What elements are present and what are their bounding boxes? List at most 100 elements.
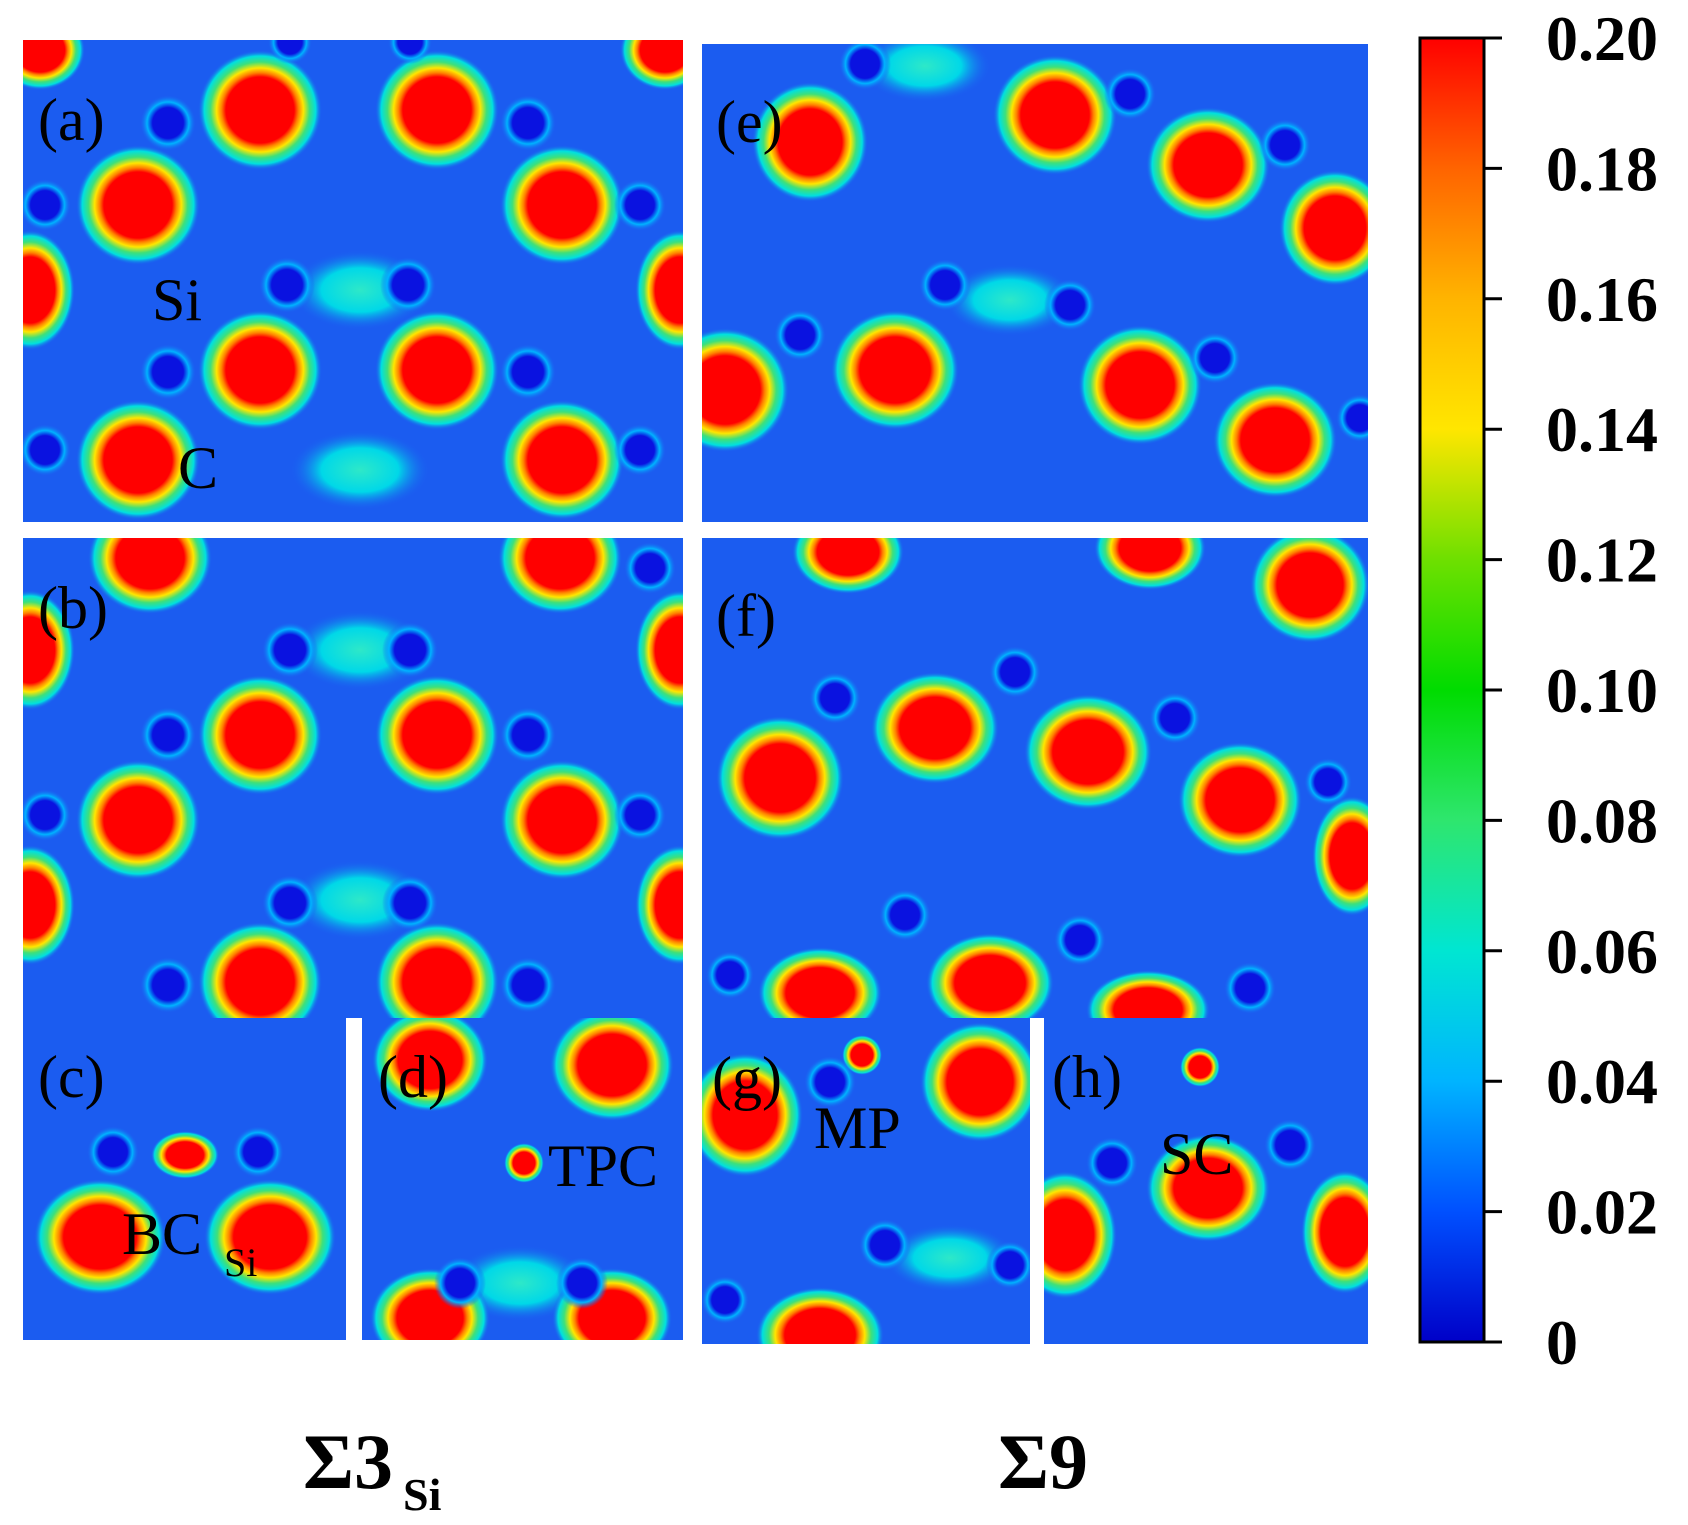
silicon-density-minimum [140, 344, 196, 400]
carbon-density-peak [635, 590, 683, 710]
carbon-density-peak [198, 310, 322, 430]
bond-density-region [859, 44, 991, 102]
carbon-density-peak [1146, 1134, 1270, 1242]
silicon-density-minimum [989, 646, 1041, 698]
group-label-left: Σ3 Si [303, 1418, 442, 1520]
silicon-density-minimum [774, 309, 826, 361]
carbon-density-peak [752, 82, 868, 202]
panel-d [362, 1018, 683, 1340]
colorbar-tick-label: 0.10 [1546, 655, 1658, 726]
carbon-density-peak [842, 1035, 882, 1075]
silicon-density-minimum [23, 789, 71, 841]
carbon-density-peak [871, 672, 999, 784]
silicon-density-minimum [859, 1219, 911, 1271]
annotation-sc: SC [1160, 1121, 1233, 1187]
group-label-sigma9: Σ9 [998, 1418, 1088, 1505]
carbon-density-peak [500, 400, 624, 520]
silicon-density-minimum [706, 951, 754, 999]
silicon-density-minimum [1224, 962, 1276, 1014]
carbon-density-peak [550, 1018, 674, 1121]
silicon-density-minimum [1086, 1137, 1138, 1189]
silicon-density-minimum [1336, 394, 1368, 442]
silicon-density-minimum [382, 622, 438, 678]
silicon-density-minimum [262, 622, 318, 678]
silicon-density-minimum [614, 789, 666, 841]
carbon-density-peak [1178, 742, 1302, 858]
silicon-density-minimum [1264, 1119, 1316, 1171]
colorbar-gradient [1418, 36, 1486, 1344]
colorbar-tick-label: 0.16 [1546, 264, 1658, 335]
colorbar-tick-label: 0.08 [1546, 785, 1658, 856]
silicon-density-minimum [1149, 692, 1201, 744]
annotation-mp: MP [814, 1095, 901, 1161]
silicon-density-minimum [87, 1126, 139, 1178]
carbon-density-peak [23, 590, 75, 710]
carbon-density-peak [702, 1053, 803, 1177]
carbon-density-peak [1301, 1170, 1368, 1294]
silicon-density-minimum [232, 1126, 284, 1178]
panel-b [23, 538, 683, 1018]
carbon-density-peak [635, 845, 683, 965]
carbon-density-peak [1213, 382, 1337, 498]
silicon-density-minimum [839, 44, 891, 90]
annotation-bc: BC [122, 1201, 202, 1267]
annotation-bc-subscript: Si [224, 1240, 257, 1285]
carbon-density-peak [23, 230, 75, 350]
bond-density-region [290, 430, 430, 510]
carbon-density-peak [76, 400, 200, 520]
silicon-density-minimum [382, 875, 438, 931]
carbon-density-peak [375, 675, 499, 795]
silicon-density-minimum [140, 957, 196, 1013]
carbon-density-peak [1024, 694, 1152, 810]
panel-f-label: (f) [716, 583, 776, 649]
panel-a-label: (a) [38, 87, 105, 153]
carbon-density-peak [198, 675, 322, 795]
group-label-sigma3-subscript: Si [403, 1469, 442, 1520]
annotation-tpc: TPC [548, 1133, 658, 1199]
silicon-density-minimum [1054, 914, 1106, 966]
carbon-density-peak [1312, 796, 1368, 916]
panel-h [1044, 1018, 1368, 1344]
silicon-density-minimum [1189, 332, 1241, 384]
carbon-density-peak [1044, 1171, 1117, 1299]
panel-d-label: (d) [378, 1044, 448, 1110]
carbon-density-peak [88, 538, 212, 614]
silicon-density-minimum [434, 1257, 486, 1309]
annotation-si: Si [152, 267, 202, 333]
bond-density-region [944, 264, 1076, 336]
carbon-density-peak [23, 40, 85, 90]
carbon-density-peak [792, 538, 904, 594]
carbon-density-peak [76, 760, 200, 880]
carbon-density-peak [831, 310, 959, 430]
carbon-density-peak [926, 933, 1054, 1018]
panel-a [23, 40, 683, 522]
silicon-density-minimum [500, 95, 556, 151]
carbon-density-peak [620, 40, 683, 90]
carbon-density-peak [758, 947, 882, 1018]
silicon-density-minimum [804, 1056, 856, 1108]
carbon-density-peak [34, 1179, 166, 1295]
silicon-density-minimum [809, 672, 861, 724]
silicon-density-minimum [614, 179, 666, 231]
carbon-density-peak [198, 922, 322, 1018]
carbon-density-peak [375, 50, 499, 170]
annotation-c: C [178, 435, 218, 501]
silicon-density-minimum [919, 259, 971, 311]
silicon-density-minimum [140, 95, 196, 151]
carbon-density-peak [1094, 538, 1206, 590]
carbon-density-peak [635, 230, 683, 350]
carbon-density-peak [204, 1179, 336, 1295]
silicon-density-minimum [1104, 68, 1156, 120]
carbon-density-peak [76, 145, 200, 265]
carbon-density-peak [1180, 1047, 1220, 1087]
carbon-density-peak [375, 922, 499, 1018]
colorbar-ticks: 0.20 0.18 0.16 0.14 0.12 0.10 0.08 0.06 0.04 0.02… [1484, 3, 1658, 1378]
carbon-density-peak [1086, 970, 1210, 1018]
carbon-density-peak [702, 328, 789, 452]
silicon-density-minimum [500, 344, 556, 400]
silicon-density-minimum [268, 40, 312, 64]
carbon-density-peak [756, 1287, 884, 1344]
silicon-density-minimum [388, 40, 432, 64]
panel-b-label: (b) [38, 575, 108, 641]
colorbar-tick-label: 0.20 [1546, 3, 1658, 74]
